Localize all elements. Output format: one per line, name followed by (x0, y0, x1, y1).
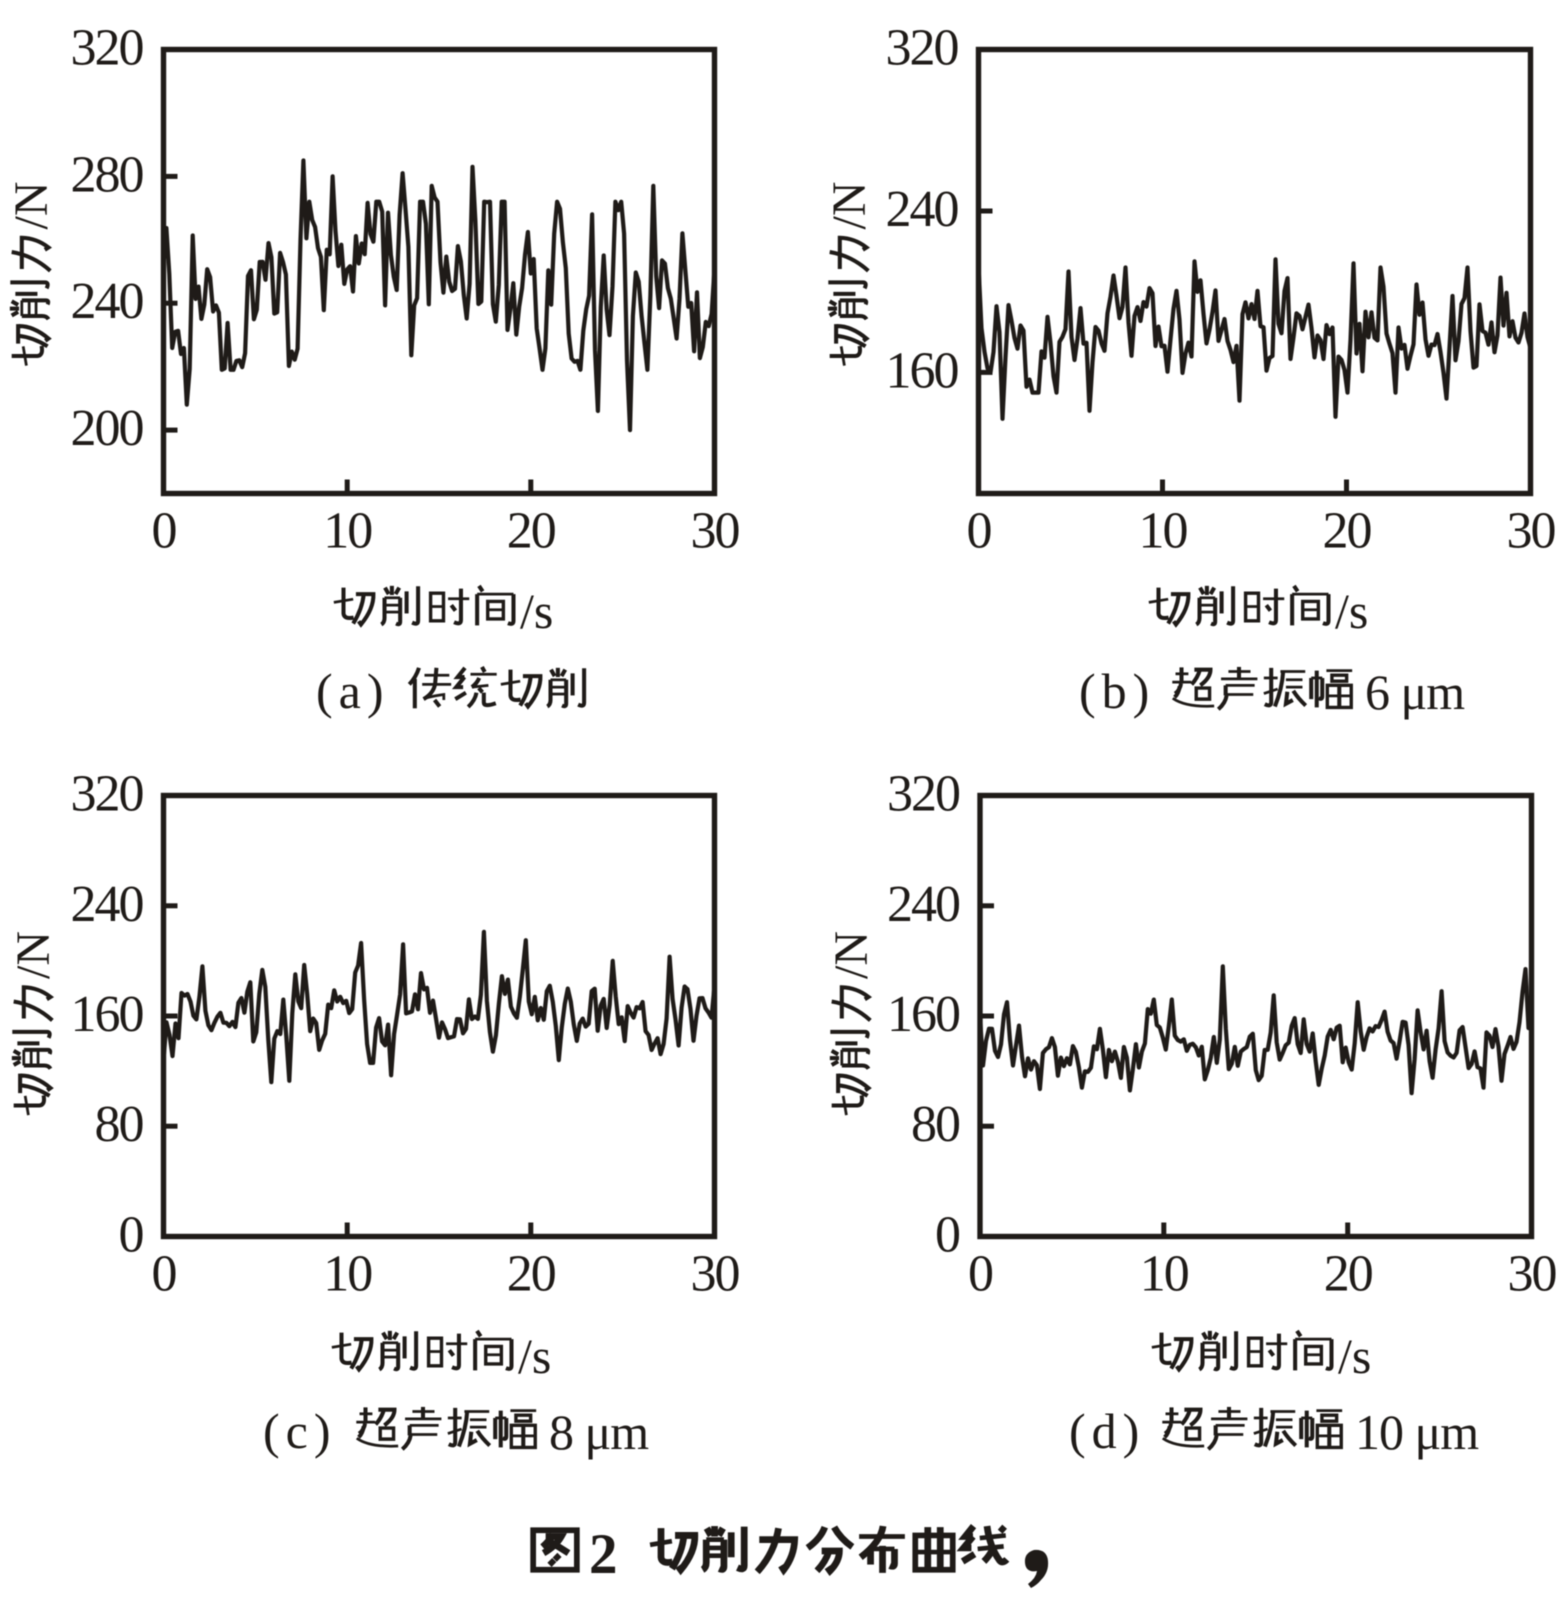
svg-text:10 μm: 10 μm (1355, 1404, 1479, 1460)
svg-text:20: 20 (1323, 503, 1372, 560)
svg-text:0: 0 (935, 1207, 960, 1264)
svg-text:30: 30 (691, 1246, 740, 1303)
svg-text:/s: /s (518, 1328, 551, 1384)
svg-text:320: 320 (71, 766, 144, 823)
svg-text:160: 160 (887, 986, 960, 1043)
svg-text:/N: /N (823, 182, 876, 230)
svg-text:20: 20 (507, 1246, 556, 1303)
svg-text:(b): (b) (1079, 663, 1155, 719)
svg-text:10: 10 (1140, 1246, 1189, 1303)
svg-text:0: 0 (967, 503, 992, 560)
svg-text:/N: /N (7, 931, 60, 979)
svg-text:200: 200 (71, 400, 144, 457)
svg-text:80: 80 (95, 1096, 144, 1153)
svg-text:2: 2 (589, 1523, 618, 1586)
svg-text:80: 80 (911, 1096, 960, 1153)
svg-text:/s: /s (520, 583, 553, 639)
svg-text:/s: /s (1335, 583, 1368, 639)
svg-text:30: 30 (1507, 503, 1556, 560)
svg-text:8 μm: 8 μm (549, 1404, 649, 1460)
svg-text:/N: /N (825, 931, 878, 979)
svg-text:320: 320 (887, 766, 960, 823)
svg-text:240: 240 (887, 876, 960, 933)
svg-text:0: 0 (968, 1246, 993, 1303)
svg-text:10: 10 (323, 503, 372, 560)
svg-text:20: 20 (507, 503, 556, 560)
svg-text:/s: /s (1338, 1328, 1371, 1384)
svg-text:320: 320 (886, 20, 959, 77)
svg-text:160: 160 (71, 986, 144, 1043)
svg-text:240: 240 (886, 181, 959, 238)
svg-text:0: 0 (152, 503, 177, 560)
svg-text:(c): (c) (263, 1403, 337, 1459)
svg-text:20: 20 (1324, 1246, 1373, 1303)
svg-text:6 μm: 6 μm (1365, 664, 1465, 720)
svg-text:30: 30 (691, 503, 740, 560)
svg-text:240: 240 (71, 876, 144, 933)
svg-text:30: 30 (1508, 1246, 1557, 1303)
svg-text:0: 0 (152, 1246, 177, 1303)
svg-text:10: 10 (323, 1246, 372, 1303)
svg-text:/N: /N (5, 182, 58, 230)
svg-text:240: 240 (71, 273, 144, 330)
svg-text:320: 320 (71, 20, 144, 77)
svg-text:160: 160 (886, 342, 959, 399)
svg-text:(d): (d) (1069, 1403, 1145, 1459)
svg-text:(a): (a) (316, 663, 390, 719)
svg-text:0: 0 (119, 1207, 144, 1264)
svg-text:10: 10 (1139, 503, 1188, 560)
svg-text:280: 280 (71, 146, 144, 203)
